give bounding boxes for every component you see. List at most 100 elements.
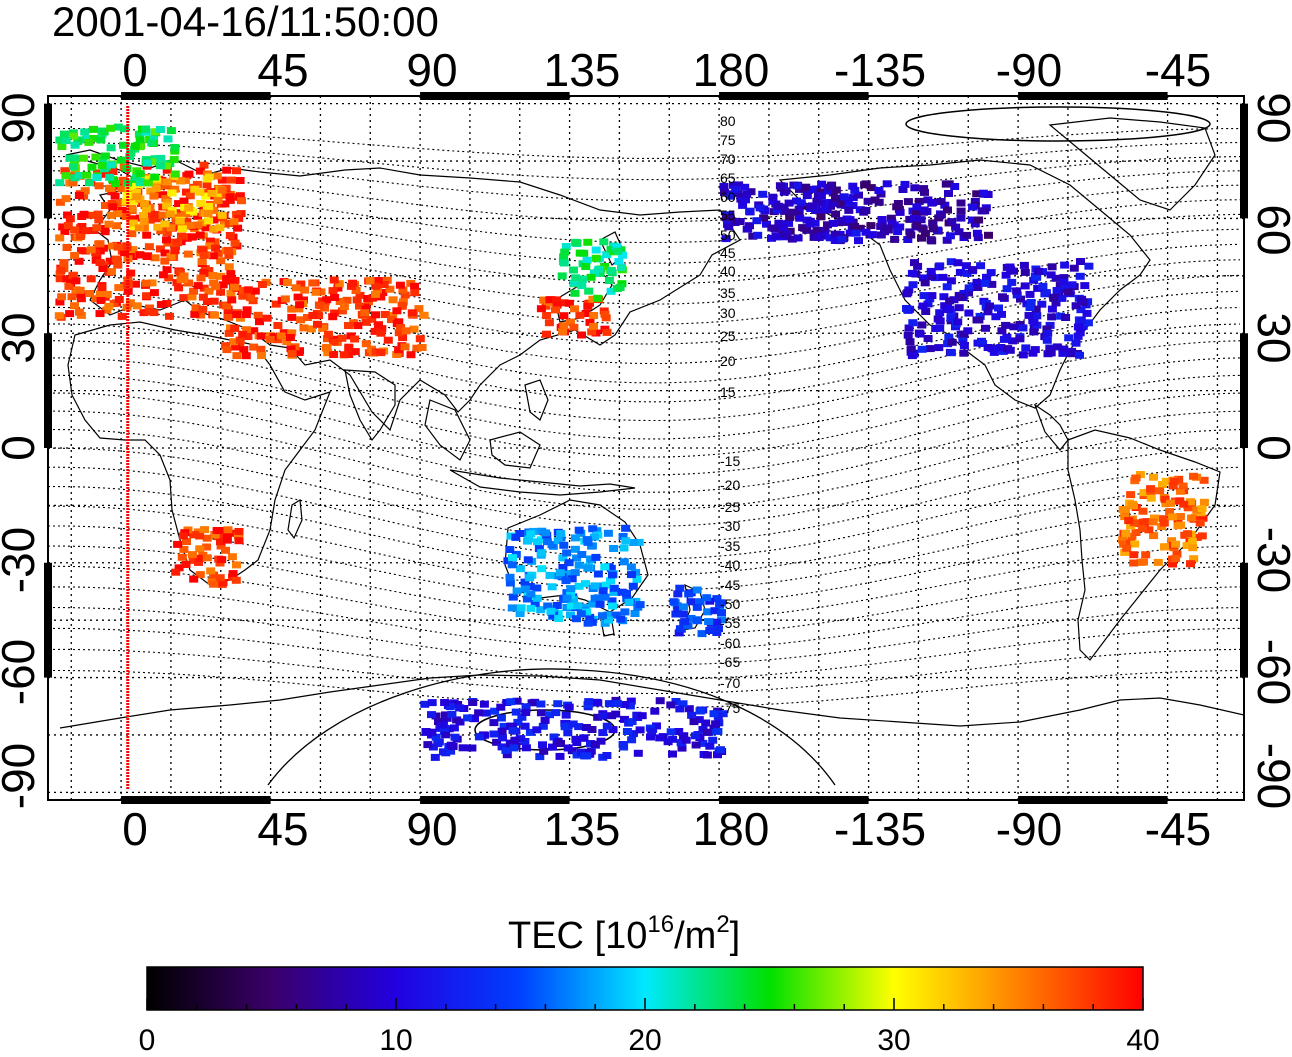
tec-pixel [174, 200, 184, 208]
tec-pixel [111, 255, 121, 263]
tec-pixel [831, 210, 841, 218]
tec-pixel [380, 311, 390, 318]
tec-pixel [635, 601, 645, 609]
tec-pixel [920, 279, 930, 287]
tec-pixel [583, 302, 593, 310]
tec-pixel [793, 234, 803, 242]
tec-pixel [222, 302, 232, 310]
tec-pixel [953, 318, 963, 326]
tec-pixel [222, 536, 232, 544]
tec-pixel [125, 153, 135, 161]
tec-pixel [624, 598, 634, 606]
magnetic-contour [48, 357, 1241, 458]
tec-pixel [184, 279, 194, 287]
tec-pixel [179, 197, 189, 205]
tec-pixel [913, 262, 923, 270]
tec-pixel [513, 718, 523, 726]
tec-pixel [479, 700, 489, 708]
tec-pixel [731, 186, 741, 193]
tec-pixel [537, 565, 547, 573]
tec-pixel [742, 225, 752, 233]
tec-pixel [506, 698, 516, 706]
tec-pixel [542, 538, 552, 546]
tec-pixel [907, 269, 917, 277]
tec-pixel [678, 700, 688, 708]
tec-pixel [227, 176, 236, 184]
tec-pixel [175, 217, 185, 225]
tec-pixel [577, 551, 587, 558]
tec-pixel [134, 130, 144, 138]
tec-pixel [163, 135, 173, 143]
tec-pixel [616, 615, 626, 623]
tec-pixel [652, 722, 661, 730]
tec-pixel [942, 236, 952, 244]
tec-pixel [201, 224, 211, 232]
tec-pixel [570, 545, 580, 553]
y-tick-left: -60 [0, 639, 44, 705]
tec-pixel [618, 251, 627, 259]
tec-pixel [712, 618, 722, 626]
tec-pixel [229, 529, 239, 537]
tec-pixel [256, 332, 266, 340]
tec-pixel [420, 700, 430, 708]
tec-pixel [69, 132, 79, 140]
tec-pixel [646, 733, 655, 741]
tec-pixel [193, 212, 203, 220]
tec-pixel [726, 192, 735, 200]
tec-pixel [373, 277, 383, 284]
tec-pixel [234, 193, 243, 201]
tec-pixel [598, 729, 608, 737]
tec-pixel [1129, 551, 1139, 559]
tec-pixel [825, 234, 835, 242]
tec-pixel [984, 231, 993, 239]
tec-pixel [497, 727, 507, 735]
tec-pixel [234, 214, 244, 222]
tec-pixel [89, 125, 98, 133]
tec-pixel [171, 568, 181, 576]
tec-pixel [534, 545, 544, 553]
tec-pixel [675, 705, 685, 713]
magnetic-contour [48, 648, 1241, 695]
tec-pixel [771, 232, 781, 240]
tec-pixel [179, 294, 189, 302]
tec-pixel [779, 207, 789, 215]
tec-pixel [1075, 329, 1085, 337]
tec-pixel [1032, 312, 1042, 320]
tec-pixel [337, 334, 347, 342]
tec-pixel [681, 736, 691, 744]
tec-pixel [249, 343, 259, 351]
tec-pixel [160, 257, 170, 265]
tec-pixel [430, 753, 440, 761]
tec-pixel [241, 352, 251, 360]
tec-pixel [603, 529, 613, 537]
tec-pixel [257, 352, 266, 360]
tec-pixel [474, 733, 484, 741]
tec-pixel [1037, 300, 1047, 308]
tec-pixel [560, 723, 570, 731]
tec-pixel [1173, 522, 1183, 530]
tec-pixel [921, 308, 931, 315]
tec-pixel [563, 729, 573, 737]
tec-pixel [287, 350, 297, 357]
tec-pixel [329, 338, 339, 346]
tec-pixel [57, 143, 67, 150]
tec-pixel [221, 546, 230, 554]
tec-pixel [409, 325, 419, 333]
tec-pixel [166, 224, 176, 232]
tec-pixel [474, 709, 484, 717]
tec-pixel [515, 530, 525, 537]
tec-pixel [434, 718, 443, 725]
tec-pixel [541, 302, 551, 310]
tec-pixel [195, 545, 205, 553]
tec-pixel [1131, 474, 1141, 482]
y-tick-right: 60 [1248, 204, 1292, 255]
colorbar-tick-label: 0 [139, 1024, 156, 1057]
tec-pixel [170, 147, 180, 155]
tec-pixel [694, 716, 704, 724]
tec-pixel [521, 703, 531, 711]
tec-pixel [1076, 306, 1086, 314]
tec-pixel [110, 192, 120, 200]
tec-pixel [193, 221, 203, 229]
tec-pixel [155, 126, 165, 133]
tec-pixel [329, 351, 339, 358]
